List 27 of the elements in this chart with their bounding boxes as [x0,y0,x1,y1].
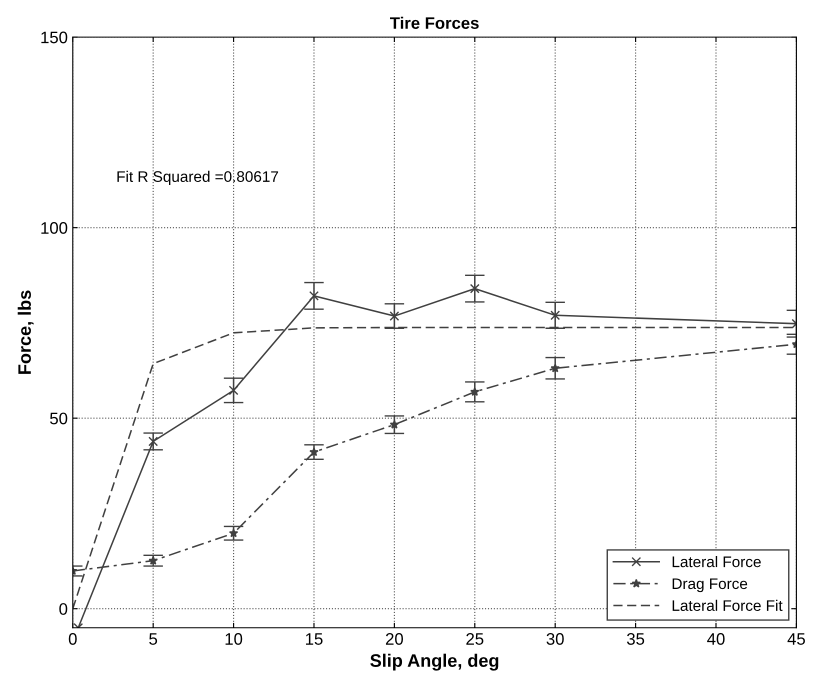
x-tick-label: 0 [68,633,77,645]
x-tick-label: 30 [546,633,564,645]
legend-label: Drag Force [672,578,748,592]
x-tick-label: 25 [466,633,484,645]
x-tick-label: 15 [306,633,323,645]
chart-title: Tire Forces [390,16,479,29]
y-tick-label: 150 [41,32,68,44]
annotation: Fit R Squared =0.80617 [117,170,278,185]
x-tick-label: 40 [707,633,725,645]
x-tick-label: 10 [226,633,242,645]
legend-label: Lateral Force Fit [672,600,783,611]
point [550,310,560,320]
x-tick-label: 45 [788,633,805,645]
x-axis-title: Slip Angle, deg [370,654,498,671]
point [309,290,319,301]
x-tick-label: 5 [149,633,158,645]
point [148,436,158,446]
y-axis-title: Force, lbs [18,290,34,374]
y-tick-label: 50 [50,412,68,424]
x-tick-label: 20 [386,633,404,645]
y-tick-label: 0 [59,603,68,615]
y-tick-label: 100 [41,222,68,234]
point [390,311,400,321]
point [470,284,480,294]
legend-label: Lateral Force [672,556,761,568]
x-tick-label: 35 [626,633,644,645]
point [228,385,238,396]
